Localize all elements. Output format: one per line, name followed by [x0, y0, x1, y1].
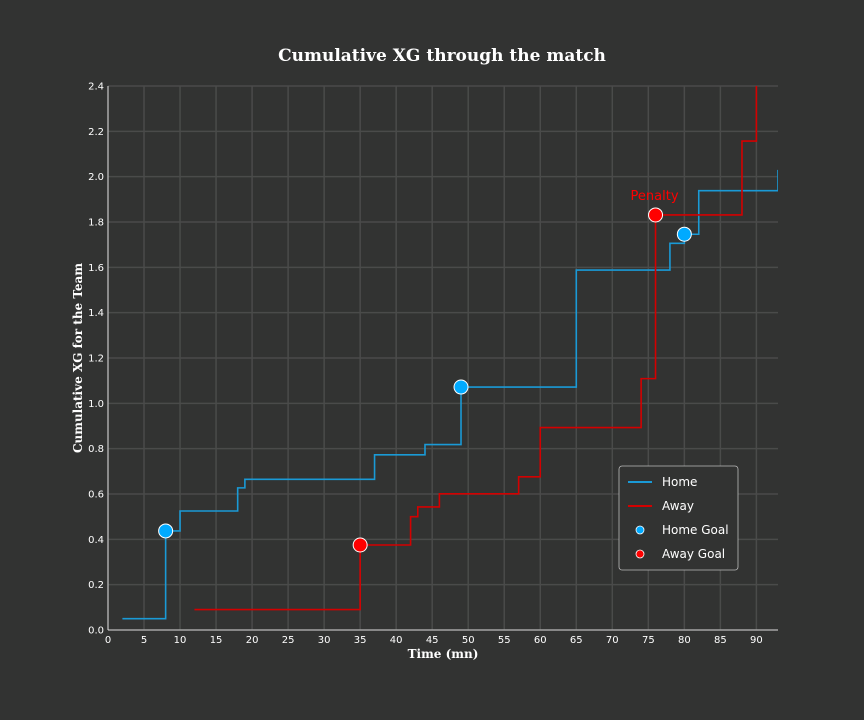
y-tick-label: 2.0 — [88, 172, 104, 183]
x-tick-label: 75 — [642, 635, 655, 646]
x-axis-label: Time (mn) — [408, 647, 479, 661]
y-tick-label: 0.4 — [88, 535, 104, 546]
x-tick-label: 40 — [390, 635, 403, 646]
y-tick-label: 1.0 — [88, 399, 104, 410]
x-tick-label: 65 — [570, 635, 583, 646]
x-tick-label: 80 — [678, 635, 691, 646]
x-tick-label: 30 — [318, 635, 331, 646]
home-goal-marker — [453, 379, 469, 395]
y-tick-label: 0.2 — [88, 580, 104, 591]
x-tick-label: 90 — [750, 635, 763, 646]
x-tick-label: 25 — [282, 635, 295, 646]
y-tick-label: 2.2 — [88, 127, 104, 138]
y-tick-label: 1.4 — [88, 308, 104, 319]
x-tick-label: 60 — [534, 635, 547, 646]
legend-away: Away — [662, 499, 694, 513]
x-tick-label: 70 — [606, 635, 619, 646]
legend: Home Away Home Goal Away Goal — [618, 465, 739, 571]
away-goal-marker — [648, 207, 664, 223]
x-tick-label: 5 — [141, 635, 147, 646]
y-tick-label: 1.6 — [88, 263, 104, 274]
x-tick-label: 55 — [498, 635, 511, 646]
y-tick-label: 0.0 — [88, 626, 104, 637]
y-tick-label: 1.8 — [88, 218, 104, 229]
x-tick-label: 35 — [354, 635, 367, 646]
x-tick-label: 0 — [105, 635, 111, 646]
home-goal-marker — [676, 226, 692, 242]
y-tick-label: 2.4 — [88, 82, 104, 93]
x-tick-label: 85 — [714, 635, 727, 646]
penalty-annotation: Penalty — [631, 189, 679, 204]
y-axis-label: Cumulative XG for the Team — [71, 263, 85, 453]
x-tick-label: 20 — [246, 635, 259, 646]
legend-home-goal: Home Goal — [662, 523, 729, 537]
y-tick-label: 1.2 — [88, 354, 104, 365]
y-tick-label: 0.6 — [88, 490, 104, 501]
x-tick-label: 45 — [426, 635, 439, 646]
away-goal-marker — [352, 537, 368, 553]
x-tick-label: 15 — [210, 635, 223, 646]
x-tick-label: 50 — [462, 635, 475, 646]
legend-away-goal: Away Goal — [662, 547, 725, 561]
x-tick-label: 10 — [174, 635, 187, 646]
y-tick-label: 0.8 — [88, 444, 104, 455]
legend-home-goal-marker — [635, 525, 645, 535]
series-line-away — [194, 86, 758, 611]
legend-away-goal-marker — [635, 549, 645, 559]
legend-home: Home — [662, 475, 697, 489]
home-goal-marker — [158, 523, 174, 539]
chart-title: Cumulative XG through the match — [278, 46, 606, 66]
